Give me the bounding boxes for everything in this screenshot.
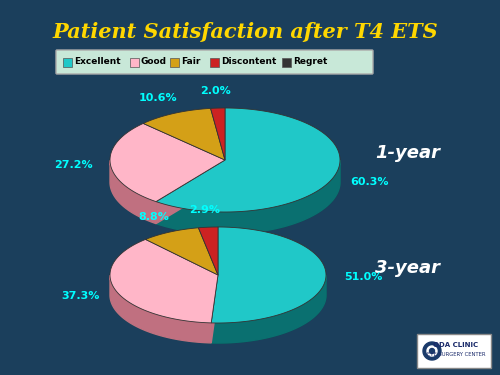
- Text: 2.0%: 2.0%: [200, 87, 231, 96]
- Polygon shape: [110, 239, 218, 323]
- Text: Fair: Fair: [181, 57, 201, 66]
- Polygon shape: [423, 342, 441, 360]
- Text: EYE SURGERY CENTER: EYE SURGERY CENTER: [427, 351, 485, 357]
- Text: 3-year: 3-year: [375, 259, 440, 277]
- Text: 10.6%: 10.6%: [138, 93, 177, 104]
- Text: 27.2%: 27.2%: [54, 160, 93, 170]
- Text: Discontent: Discontent: [221, 57, 276, 66]
- Text: 60.3%: 60.3%: [350, 177, 389, 187]
- Text: 1-year: 1-year: [375, 144, 440, 162]
- Text: 51.0%: 51.0%: [344, 272, 383, 282]
- Polygon shape: [110, 160, 340, 234]
- Polygon shape: [211, 227, 326, 323]
- Text: Excellent: Excellent: [74, 57, 120, 66]
- Polygon shape: [211, 275, 218, 343]
- Bar: [282, 58, 291, 67]
- Polygon shape: [211, 275, 218, 343]
- Polygon shape: [146, 228, 218, 275]
- Polygon shape: [156, 160, 225, 224]
- Text: Patient Satisfaction after T4 ETS: Patient Satisfaction after T4 ETS: [52, 22, 438, 42]
- Polygon shape: [156, 160, 340, 234]
- Text: 37.3%: 37.3%: [61, 291, 100, 302]
- Bar: [63, 58, 72, 67]
- Polygon shape: [110, 123, 225, 202]
- Polygon shape: [430, 348, 434, 354]
- Polygon shape: [110, 275, 211, 343]
- Polygon shape: [156, 160, 225, 224]
- Polygon shape: [110, 275, 326, 343]
- Polygon shape: [210, 108, 225, 160]
- Polygon shape: [211, 275, 326, 343]
- Polygon shape: [110, 160, 156, 224]
- Text: ODA CLINIC: ODA CLINIC: [434, 342, 478, 348]
- Text: 2.9%: 2.9%: [189, 206, 220, 216]
- Bar: [130, 58, 138, 67]
- Polygon shape: [143, 108, 225, 160]
- Polygon shape: [156, 108, 340, 212]
- Bar: [170, 58, 179, 67]
- FancyBboxPatch shape: [417, 334, 491, 368]
- Polygon shape: [427, 346, 437, 356]
- Polygon shape: [198, 227, 218, 275]
- Text: Regret: Regret: [293, 57, 328, 66]
- Text: 8.8%: 8.8%: [138, 212, 169, 222]
- Text: Good: Good: [140, 57, 166, 66]
- Bar: [210, 58, 219, 67]
- FancyBboxPatch shape: [56, 50, 373, 74]
